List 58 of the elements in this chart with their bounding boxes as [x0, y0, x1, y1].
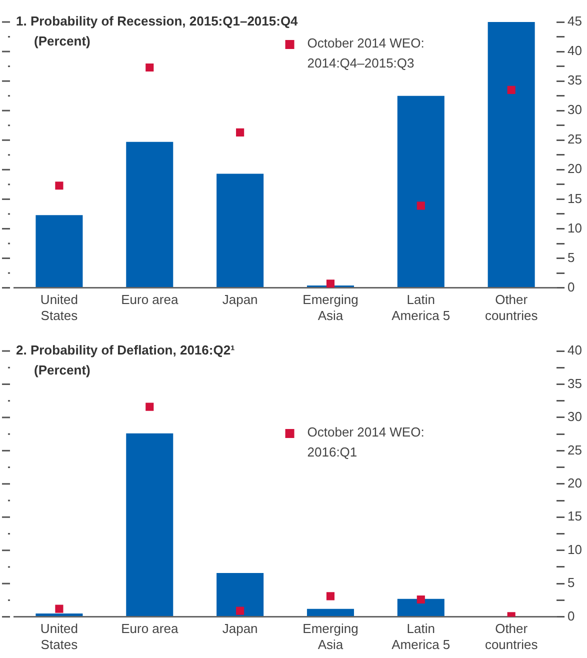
y-tick-label: 40: [568, 342, 582, 358]
point: [507, 86, 516, 94]
bar: [306, 608, 354, 616]
x-tick-label: Japan: [222, 292, 258, 308]
y-tick-label: 0: [568, 279, 575, 294]
point: [416, 202, 425, 210]
x-tick-label: Latin America 5: [392, 621, 450, 652]
point: [55, 604, 64, 613]
x-tick-label: Emerging Asia: [302, 621, 358, 652]
point: [55, 182, 64, 190]
bar: [126, 433, 174, 616]
x-tick-label: Euro area: [121, 292, 179, 308]
x-tick-label: Euro area: [121, 621, 179, 636]
point: [146, 63, 154, 72]
x-tick-label: Emerging Asia: [302, 292, 358, 323]
y-tick-label: 35: [568, 376, 582, 391]
y-tick-label: 5: [568, 250, 575, 265]
y-tick-label: 20: [568, 161, 582, 176]
bar: [36, 215, 83, 288]
legend-label: October 2014 WEO: 2016:Q1: [307, 424, 424, 460]
point: [236, 128, 244, 136]
text: (Percent): [34, 362, 90, 378]
bar: [126, 142, 174, 288]
y-tick-label: 40: [568, 43, 582, 58]
y-tick-label: 25: [568, 442, 582, 458]
chart-title: 1. Probability of Recession, 2015:Q1–2015:Q4: [16, 14, 299, 29]
legend-label: October 2014 WEO: 2014:Q4–2015:Q3: [307, 36, 424, 71]
y-tick-label: 35: [568, 72, 582, 88]
y-tick-label: 15: [568, 508, 582, 524]
y-tick-label: 20: [568, 475, 582, 490]
bar: [397, 96, 444, 288]
x-tick-label: Latin America 5: [392, 292, 450, 323]
y-tick-label: 45: [568, 14, 582, 29]
x-tick-label: Other countries: [484, 621, 538, 652]
y-tick-label: 30: [568, 409, 582, 424]
y-tick-label: 10: [568, 220, 582, 236]
bar: [397, 598, 444, 616]
x-tick-label: United States: [40, 621, 78, 652]
point: [326, 280, 335, 288]
bar: [488, 22, 535, 288]
x-tick-label: Japan: [222, 621, 258, 636]
y-tick-label: 30: [568, 102, 582, 118]
x-tick-label: Other countries: [484, 292, 538, 323]
y-tick-label: 15: [568, 190, 582, 206]
point: [326, 592, 335, 600]
text: (Percent): [34, 34, 90, 49]
point: [146, 402, 154, 411]
bar: [36, 613, 83, 616]
x-tick-label: United States: [40, 292, 78, 323]
bar: [216, 174, 264, 288]
bar: [216, 572, 264, 616]
y-tick-label: 10: [568, 542, 582, 557]
chart-title: 2. Probability of Deflation, 2016:Q2¹: [16, 342, 235, 358]
y-tick-label: 25: [568, 132, 582, 147]
y-tick-label: 5: [568, 575, 575, 590]
y-tick-label: 0: [568, 608, 575, 624]
point: [416, 595, 425, 604]
point: [236, 606, 244, 615]
